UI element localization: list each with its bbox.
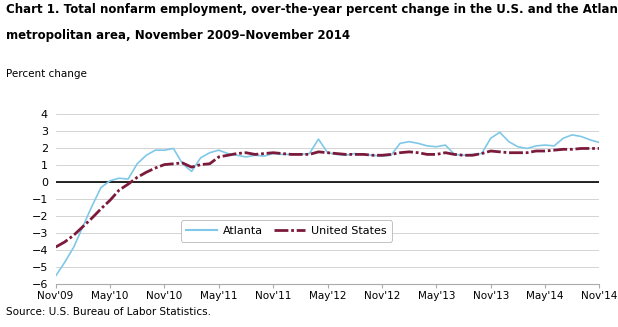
Atlanta	[179, 162, 186, 166]
United States	[242, 151, 250, 155]
United States	[378, 153, 386, 157]
Line: United States: United States	[56, 148, 599, 247]
Atlanta	[242, 155, 250, 159]
Atlanta	[378, 154, 386, 158]
Line: Atlanta: Atlanta	[56, 132, 599, 276]
Text: metropolitan area, November 2009–November 2014: metropolitan area, November 2009–Novembe…	[6, 29, 350, 43]
Text: Source: U.S. Bureau of Labor Statistics.: Source: U.S. Bureau of Labor Statistics.	[6, 307, 211, 317]
Atlanta	[161, 148, 168, 152]
United States	[578, 146, 585, 150]
Text: Percent change: Percent change	[6, 69, 87, 79]
Atlanta	[52, 274, 59, 278]
United States	[52, 245, 59, 249]
Atlanta	[596, 141, 603, 145]
Legend: Atlanta, United States: Atlanta, United States	[181, 220, 392, 242]
Atlanta	[496, 130, 504, 134]
United States	[596, 146, 603, 150]
United States	[523, 151, 531, 155]
United States	[342, 152, 349, 156]
Atlanta	[532, 144, 540, 148]
United States	[179, 161, 186, 165]
United States	[161, 163, 168, 166]
Text: Chart 1. Total nonfarm employment, over-the-year percent change in the U.S. and : Chart 1. Total nonfarm employment, over-…	[6, 3, 618, 16]
Atlanta	[342, 153, 349, 157]
